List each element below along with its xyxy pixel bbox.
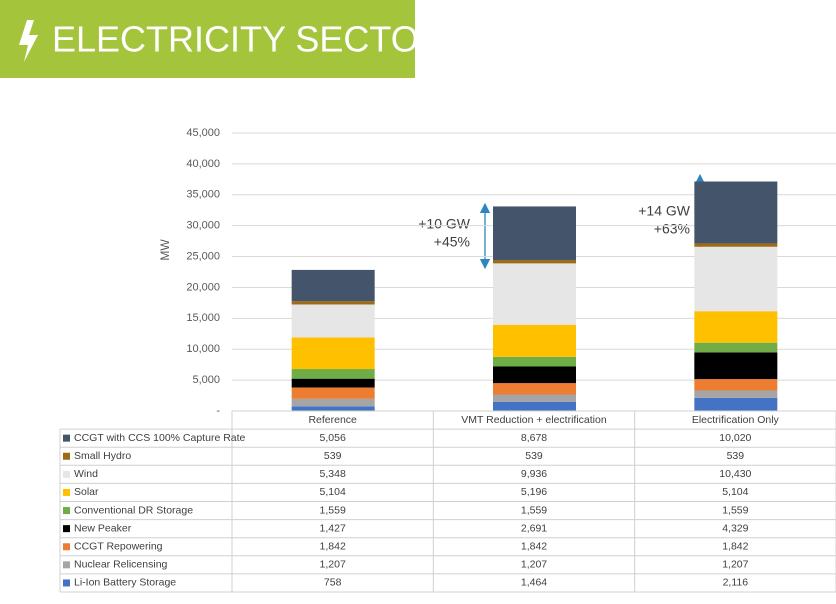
bar-segment	[291, 369, 375, 379]
x-tick-label: Electrification Only	[692, 414, 780, 426]
bar-segment	[291, 269, 375, 302]
bar-segment	[291, 337, 375, 370]
bar-segment	[291, 398, 375, 407]
bar-segment	[694, 246, 778, 312]
table-value: 539	[525, 450, 543, 462]
table-value: 1,207	[722, 559, 748, 571]
y-axis-title: MW	[158, 239, 172, 261]
table-value: 1,559	[320, 504, 346, 516]
bar-segment	[493, 260, 576, 264]
legend-swatch	[63, 579, 70, 587]
x-tick-label: VMT Reduction + electrification	[461, 414, 607, 426]
legend-swatch	[63, 488, 70, 496]
y-tick-label: 20,000	[186, 281, 220, 293]
bar-segment	[694, 352, 778, 380]
legend-swatch	[63, 543, 70, 551]
table-value: 1,842	[521, 541, 547, 553]
legend-label: New Peaker	[74, 522, 132, 534]
annotation: +45%	[434, 234, 470, 250]
bar-segment	[694, 397, 778, 411]
y-tick-label: 40,000	[186, 158, 220, 170]
bar-segment	[694, 342, 778, 353]
bar-segment	[694, 379, 778, 391]
y-tick-label: -	[216, 405, 220, 417]
bar-segment	[493, 263, 576, 325]
bar-segment	[493, 383, 576, 395]
table-value: 5,196	[521, 486, 547, 498]
legend-label: Small Hydro	[74, 450, 131, 462]
bar-segment	[291, 406, 375, 411]
legend-label: Solar	[74, 486, 99, 498]
bar-segment	[291, 304, 375, 338]
bar-segment	[694, 181, 778, 244]
bar-segment	[694, 311, 778, 343]
legend-swatch	[63, 452, 70, 460]
table-value: 4,329	[722, 522, 748, 534]
table-value: 539	[727, 450, 745, 462]
table-value: 1,207	[320, 559, 346, 571]
table-value: 1,464	[521, 577, 547, 589]
bar-segment	[694, 243, 778, 247]
bar-segment	[493, 366, 576, 384]
page-title: ELECTRICITY SECTOR	[52, 19, 445, 60]
annotation: +10 GW	[418, 216, 471, 232]
bar-segment	[291, 387, 375, 399]
table-value: 9,936	[521, 468, 547, 480]
annotation: +63%	[654, 221, 690, 237]
y-tick-label: 45,000	[186, 127, 220, 139]
table-value: 10,430	[719, 468, 751, 480]
legend-swatch	[63, 525, 70, 533]
legend-label: Li-Ion Battery Storage	[74, 577, 176, 589]
bar-segment	[493, 206, 576, 261]
table-value: 1,559	[521, 504, 547, 516]
y-tick-label: 15,000	[186, 312, 220, 324]
bar-segment	[493, 356, 576, 367]
y-tick-label: 25,000	[186, 250, 220, 262]
annotation: +14 GW	[638, 203, 691, 219]
table-value: 539	[324, 450, 342, 462]
table-value: 1,207	[521, 559, 547, 571]
y-tick-label: 10,000	[186, 343, 220, 355]
table-value: 1,842	[722, 541, 748, 553]
legend-swatch	[63, 470, 70, 478]
table-value: 2,691	[521, 522, 547, 534]
legend-swatch	[63, 561, 70, 569]
table-value: 5,104	[722, 486, 748, 498]
table-value: 5,104	[320, 486, 346, 498]
table-value: 10,020	[719, 432, 751, 444]
title-banner	[0, 0, 415, 78]
table-value: 1,427	[320, 522, 346, 534]
legend-label: Conventional DR Storage	[74, 504, 193, 516]
bolt-icon	[19, 20, 38, 62]
bar-segment	[291, 301, 375, 305]
table-value: 5,348	[320, 468, 346, 480]
table-value: 5,056	[320, 432, 346, 444]
legend-label: Wind	[74, 468, 98, 480]
bar-segment	[493, 324, 576, 357]
bar-segment	[291, 378, 375, 388]
legend-swatch	[63, 434, 70, 442]
legend-label: CCGT Repowering	[74, 541, 163, 553]
y-tick-label: 5,000	[192, 374, 220, 386]
y-tick-label: 30,000	[186, 220, 220, 232]
bar-segment	[694, 390, 778, 398]
table-value: 8,678	[521, 432, 547, 444]
x-tick-label: Reference	[308, 414, 357, 426]
table-value: 1,559	[722, 504, 748, 516]
bar-segment	[493, 401, 576, 411]
legend-swatch	[63, 507, 70, 515]
legend-label: CCGT with CCS 100% Capture Rate	[74, 432, 246, 444]
y-tick-label: 35,000	[186, 189, 220, 201]
table-value: 1,842	[320, 541, 346, 553]
legend-label: Nuclear Relicensing	[74, 559, 168, 571]
table-value: 2,116	[723, 577, 749, 589]
bar-segment	[493, 394, 576, 402]
table-value: 758	[324, 577, 342, 589]
